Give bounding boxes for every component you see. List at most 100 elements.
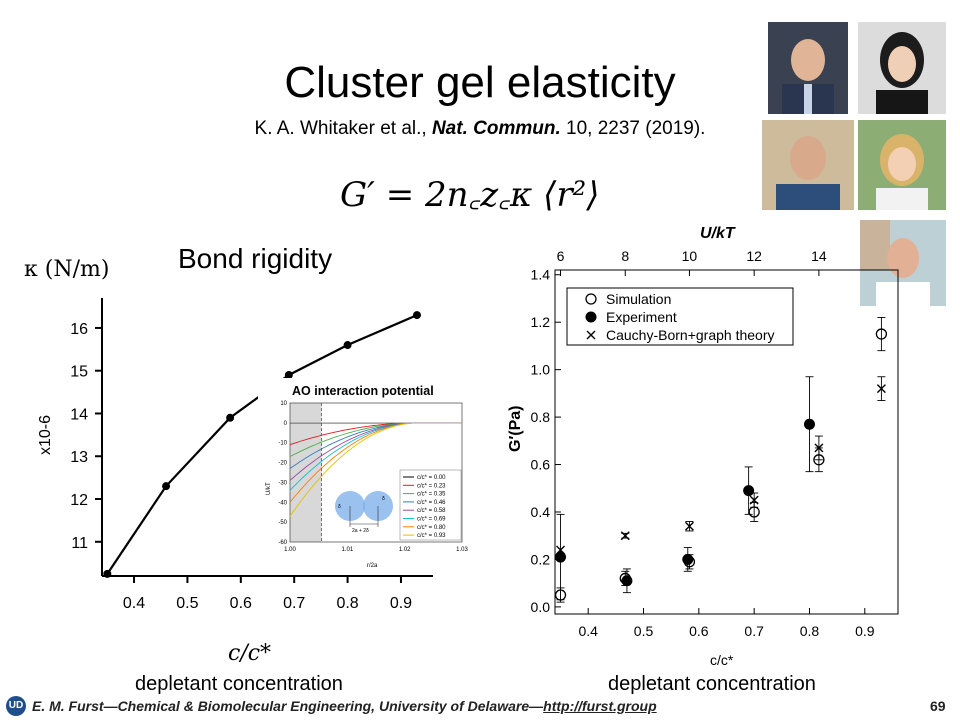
left-x-axis-label: c/c* <box>228 641 271 666</box>
ao-potential-inset: AO interaction potential 10 0 -10 -20 -30 -40… <box>258 378 470 570</box>
theory-point <box>620 531 630 541</box>
left-data-point <box>162 482 171 491</box>
inset-legend-label: c/c* = 0.93 <box>417 533 446 539</box>
experiment-point <box>555 551 567 563</box>
theory-point <box>814 443 824 453</box>
right-top-axis-label: U/kT <box>700 225 736 242</box>
inset-x-label: r/2a <box>367 563 378 569</box>
inset-shaded-region <box>290 403 322 542</box>
footer-link[interactable]: http://furst.group <box>543 698 657 714</box>
theory-point <box>749 495 759 505</box>
inset-sphere-diagram: 2a + 2δ δ δ <box>335 491 393 534</box>
footer-author: E. M. Furst <box>32 698 104 714</box>
inset-x-tick-label: 1.00 <box>284 547 296 553</box>
left-data-point <box>103 569 112 578</box>
portrait-photo-2 <box>858 22 946 114</box>
inset-legend-label: c/c* = 0.69 <box>417 517 446 523</box>
inset-x-tick-label: 1.02 <box>399 547 411 553</box>
left-y-axis-label: κ (N/m) <box>24 257 109 282</box>
inset-gap-label: 2a + 2δ <box>352 528 369 534</box>
right-y-tick-label: 1.2 <box>531 314 551 330</box>
legend-marker-simulation <box>585 293 597 305</box>
inset-frame <box>289 402 463 543</box>
inset-delta-right: δ <box>382 496 385 502</box>
inset-curve <box>289 422 462 517</box>
portrait-photo-1 <box>768 22 848 114</box>
experiment-point <box>621 575 633 587</box>
right-y-tick-label: 0.4 <box>531 504 551 520</box>
portrait-photo-5 <box>860 220 946 306</box>
inset-title: AO interaction potential <box>292 384 434 398</box>
right-legend-box <box>566 287 794 346</box>
inset-y-tick-label: 0 <box>284 421 288 427</box>
experiment-point <box>682 553 694 565</box>
right-y-tick-label: 1.4 <box>531 267 551 283</box>
inset-legend-label: c/c* = 0.23 <box>417 483 446 489</box>
right-x-tick-label: 0.8 <box>800 623 820 639</box>
right-top-tick-label: 6 <box>557 248 565 264</box>
experiment-point <box>743 485 755 497</box>
inset-x-tick-label: 1.03 <box>456 547 468 553</box>
left-x-tick-label: 0.6 <box>230 595 252 612</box>
right-x-tick-label: 0.6 <box>689 623 709 639</box>
right-x-caption: depletant concentration <box>608 673 816 695</box>
right-top-tick-label: 12 <box>746 248 762 264</box>
inset-y-label: U/kT <box>266 482 272 495</box>
simulation-point <box>748 506 760 518</box>
simulation-point <box>554 589 567 601</box>
inset-legend-label: c/c* = 0.00 <box>417 475 446 481</box>
theory-point <box>556 545 566 555</box>
footer-affiliation: —Chemical & Biomolecular Engineering, Un… <box>103 698 544 714</box>
right-x-tick-label: 0.4 <box>578 623 598 639</box>
right-y-tick-label: 0.8 <box>531 409 551 425</box>
theory-point <box>684 521 694 531</box>
inset-y-tick-label: -30 <box>278 480 287 486</box>
portrait-photo-3 <box>762 120 854 210</box>
right-y-axis-label: G′(Pa) <box>507 405 524 452</box>
citation-authors: K. A. Whitaker et al., <box>254 118 432 139</box>
portrait-photo-4 <box>858 120 946 210</box>
right-x-tick-label: 0.5 <box>634 623 654 639</box>
citation-journal: Nat. Commun. <box>431 118 561 139</box>
citation-rest: 10, 2237 (2019). <box>560 118 706 139</box>
inset-y-tick-label: -10 <box>278 441 287 447</box>
left-y-tick-label: 11 <box>71 535 88 552</box>
left-x-caption: depletant concentration <box>135 673 343 695</box>
left-data-point <box>412 311 421 320</box>
inset-legend: c/c* = 0.00 c/c* = 0.23 c/c* = 0.35 c/c* = … <box>399 469 462 541</box>
left-x-tick-label: 0.7 <box>283 595 305 612</box>
inset-y-tick-label: 10 <box>280 401 287 407</box>
left-y-tick-label: 14 <box>70 406 88 423</box>
left-data-point <box>284 370 293 379</box>
left-x-tick-label: 0.9 <box>390 595 412 612</box>
experiment-point <box>803 418 815 430</box>
legend-marker-theory <box>586 330 596 340</box>
left-data-point <box>343 341 352 350</box>
footer-text: E. M. Furst—Chemical & Biomolecular Engi… <box>32 698 657 714</box>
left-data-point <box>226 413 235 422</box>
right-plot-frame <box>554 269 899 615</box>
inset-legend-label: c/c* = 0.46 <box>417 500 446 506</box>
right-top-tick-label: 10 <box>682 248 698 264</box>
inset-delta-left: δ <box>338 504 341 510</box>
citation: K. A. Whitaker et al., Nat. Commun. 10, … <box>0 118 960 140</box>
right-x-tick-label: 0.9 <box>855 623 875 639</box>
inset-legend-label: c/c* = 0.35 <box>417 492 446 498</box>
left-x-tick-label: 0.5 <box>176 595 198 612</box>
left-y-tick-label: 13 <box>70 449 88 466</box>
inset-x-tick-label: 1.01 <box>341 547 353 553</box>
inset-legend-label: c/c* = 0.58 <box>417 508 446 514</box>
left-y-tick-label: 15 <box>70 364 88 381</box>
left-y-scale-label: x10-6 <box>37 415 54 455</box>
storage-modulus-chart: U/kT G′(Pa) c/c* depletant concentration… <box>507 225 899 695</box>
right-legend: Simulation Experiment Cauchy-Born+graph th… <box>566 287 794 346</box>
theory-point <box>876 384 886 394</box>
inset-legend-label: c/c* = 0.80 <box>417 525 446 531</box>
simulation-point <box>813 454 825 466</box>
right-y-tick-label: 0.6 <box>531 457 551 473</box>
left-y-tick-label: 12 <box>70 492 88 509</box>
right-y-tick-label: 0.0 <box>531 599 551 615</box>
simulation-point <box>875 328 888 340</box>
inset-y-tick-label: -50 <box>278 520 287 526</box>
inset-y-tick-label: -20 <box>278 461 287 467</box>
